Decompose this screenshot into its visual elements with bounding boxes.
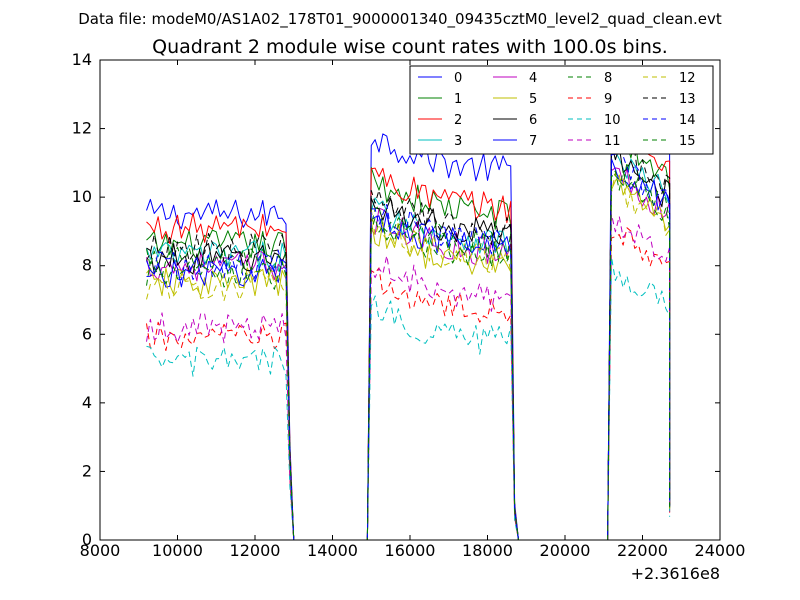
legend-label-3: 3 [454, 134, 462, 149]
legend-label-12: 12 [679, 71, 696, 86]
legend-label-9: 9 [604, 92, 612, 107]
series-line-10 [146, 256, 671, 541]
chart-suptitle: Data file: modeM0/AS1A02_178T01_90000013… [78, 10, 722, 29]
legend-label-4: 4 [529, 71, 537, 86]
legend-label-1: 1 [454, 92, 462, 107]
x-tick-label-20000: 20000 [540, 541, 591, 560]
series-line-13 [146, 135, 671, 541]
legend-label-8: 8 [604, 71, 612, 86]
y-tick-label-12: 12 [72, 119, 92, 138]
legend-label-11: 11 [604, 134, 621, 149]
x-offset-label: +2.3616e8 [631, 564, 720, 583]
legend-box [409, 65, 714, 155]
series-line-15 [146, 170, 671, 541]
x-tick-label-24000: 24000 [695, 541, 746, 560]
legend-label-2: 2 [454, 113, 462, 128]
x-tick-label-16000: 16000 [385, 541, 436, 560]
series-line-7 [146, 158, 671, 541]
x-tick-label-22000: 22000 [617, 541, 668, 560]
legend-label-7: 7 [529, 134, 537, 149]
x-tick-label-10000: 10000 [152, 541, 203, 560]
y-tick-label-4: 4 [82, 393, 92, 412]
y-tick-label-6: 6 [82, 324, 92, 343]
series-line-14 [146, 149, 671, 541]
y-tick-label-8: 8 [82, 256, 92, 275]
legend-label-13: 13 [679, 92, 696, 107]
y-tick-label-10: 10 [72, 187, 92, 206]
chart-title: Quadrant 2 module wise count rates with … [152, 36, 668, 58]
legend-label-0: 0 [454, 71, 462, 86]
x-tick-label-8000: 8000 [80, 541, 121, 560]
x-tick-label-12000: 12000 [230, 541, 281, 560]
y-tick-label-14: 14 [72, 50, 92, 69]
y-tick-label-2: 2 [82, 461, 92, 480]
y-tick-label-0: 0 [82, 530, 92, 549]
legend-label-10: 10 [604, 113, 621, 128]
x-tick-label-18000: 18000 [462, 541, 513, 560]
legend-label-14: 14 [679, 113, 696, 128]
x-tick-label-14000: 14000 [307, 541, 358, 560]
legend-label-5: 5 [529, 92, 537, 107]
legend-label-6: 6 [529, 113, 537, 128]
legend-label-15: 15 [679, 134, 696, 149]
